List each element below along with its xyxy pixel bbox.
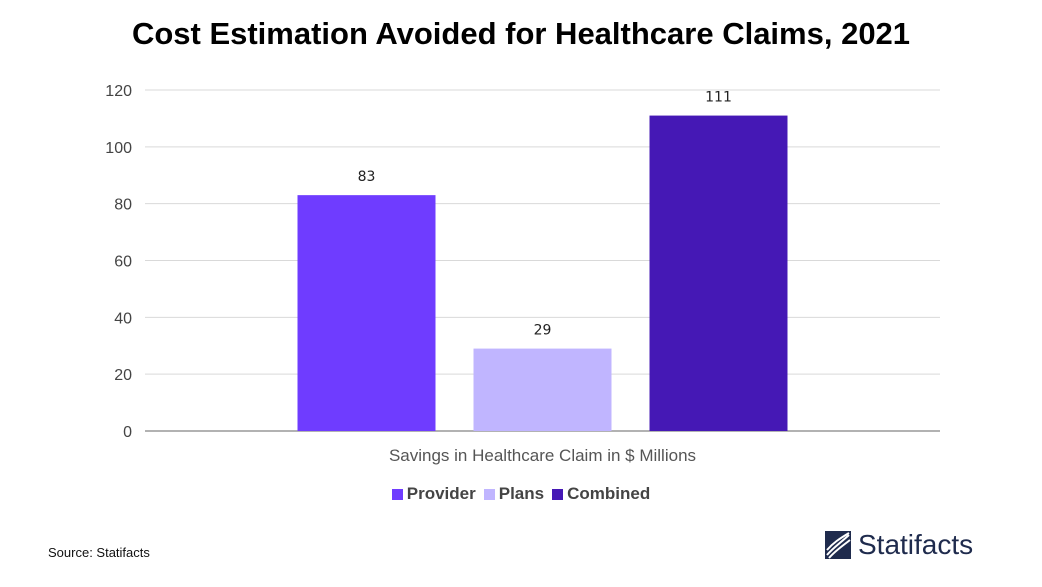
legend-item-combined: Combined — [552, 484, 650, 504]
data-label-combined: 111 — [705, 90, 732, 106]
legend-swatch-combined — [552, 488, 564, 500]
y-tick-label: 120 — [105, 83, 132, 100]
legend-label-plans: Plans — [498, 484, 545, 503]
bar-provider — [297, 195, 436, 431]
y-tick-label: 60 — [114, 254, 132, 271]
legend-swatch-provider — [391, 488, 403, 500]
brand-name: Statifacts — [858, 529, 974, 560]
y-tick-label: 0 — [123, 424, 132, 441]
y-tick-label: 100 — [105, 140, 132, 157]
legend-label-provider: Provider — [406, 484, 476, 503]
x-category-label: Savings in Healthcare Claim in $ Million… — [389, 446, 696, 465]
y-tick-label: 80 — [114, 197, 132, 214]
bar-plans — [473, 348, 612, 431]
legend-item-plans: Plans — [483, 484, 545, 504]
bar-combined — [649, 115, 788, 431]
legend-swatch-plans — [483, 488, 495, 500]
data-label-plans: 29 — [534, 323, 552, 339]
statifacts-logo-icon — [825, 531, 851, 559]
source-note: Source: Statifacts — [48, 545, 150, 560]
legend: Provider Plans Combined — [0, 484, 1042, 504]
y-tick-label: 40 — [114, 310, 132, 327]
data-label-provider: 83 — [358, 169, 376, 185]
chart-title: Cost Estimation Avoided for Healthcare C… — [131, 16, 911, 51]
legend-item-provider: Provider — [391, 484, 476, 504]
legend-label-combined: Combined — [567, 484, 651, 503]
brand-logo: Statifacts — [824, 529, 973, 561]
y-tick-label: 20 — [114, 367, 132, 384]
